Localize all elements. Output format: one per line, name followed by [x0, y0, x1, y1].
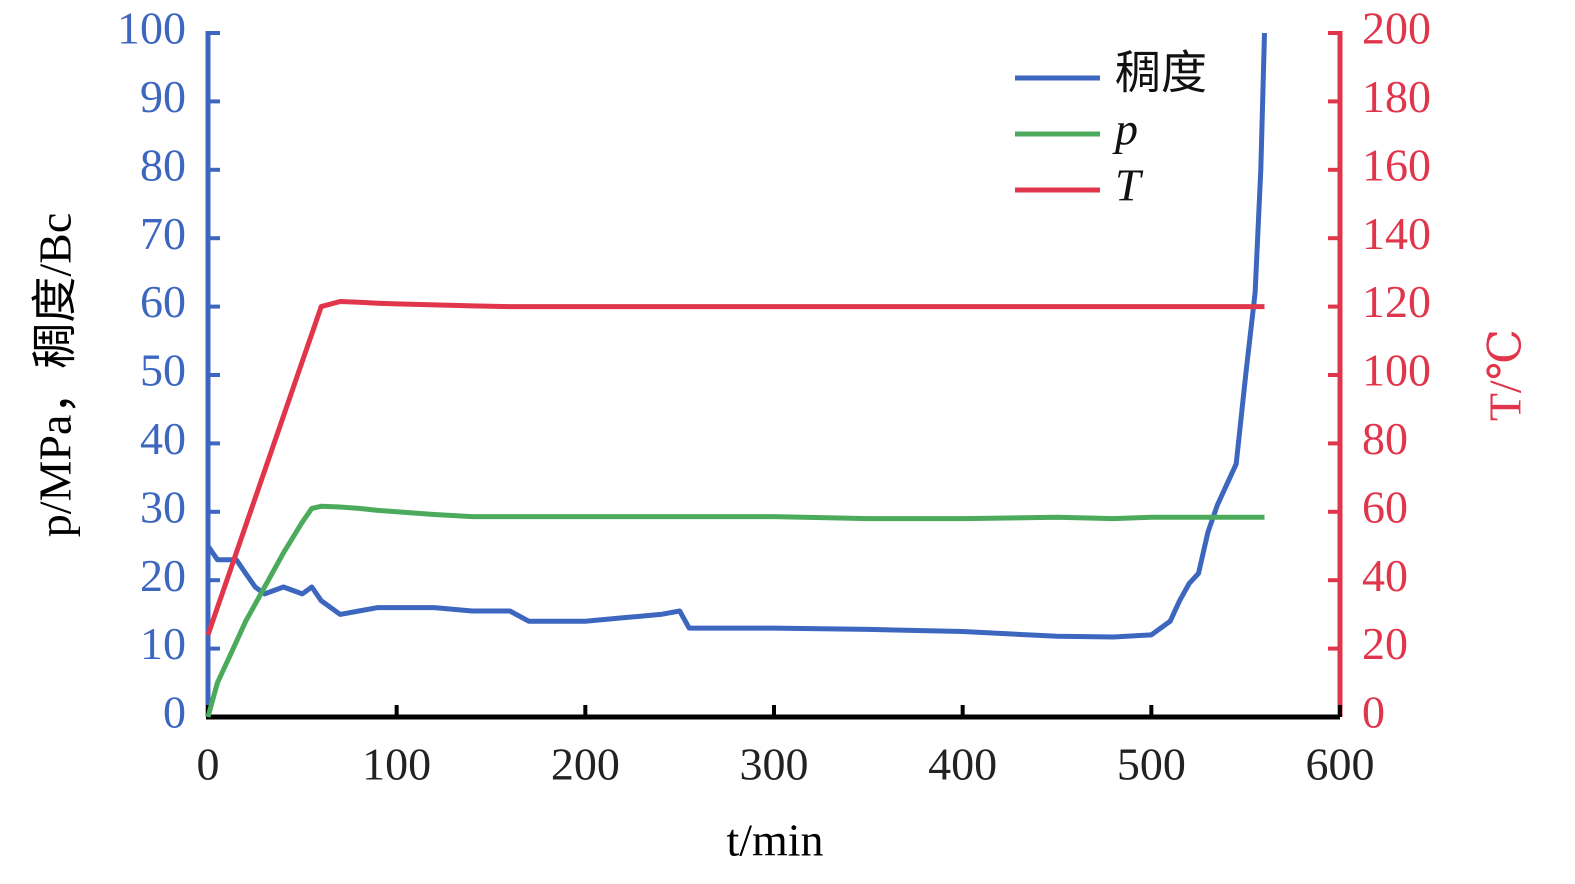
- series-line: [205, 503, 1265, 718]
- x-tick-label: 0: [197, 739, 220, 790]
- y-axis-title: p/MPa，稠度/Bc: [30, 213, 81, 538]
- y-tick-label: 10: [140, 618, 186, 669]
- x-tick-label: 400: [928, 739, 997, 790]
- y-tick-label: 0: [163, 687, 186, 738]
- series-line: [205, 32, 1267, 640]
- y2-tick-label: 20: [1362, 618, 1408, 669]
- y2-tick-label: 140: [1362, 208, 1431, 259]
- y-tick-label: 60: [140, 276, 186, 327]
- x-tick-label: 500: [1117, 739, 1186, 790]
- y-tick-label: 40: [140, 413, 186, 464]
- y-tick-label: 50: [140, 345, 186, 396]
- x-tick-label: 600: [1306, 739, 1375, 790]
- y-tick-label: 30: [140, 481, 186, 532]
- y2-tick-label: 120: [1362, 276, 1431, 327]
- y-tick-label: 90: [140, 71, 186, 122]
- y2-tick-label: 60: [1362, 481, 1408, 532]
- y2-tick-label: 80: [1362, 413, 1408, 464]
- y-tick-label: 100: [117, 3, 186, 54]
- y2-tick-label: 160: [1362, 139, 1431, 190]
- y2-tick-label: 0: [1362, 687, 1385, 738]
- y2-tick-label: 180: [1362, 71, 1431, 122]
- legend-label: p: [1112, 104, 1138, 155]
- x-tick-label: 100: [362, 739, 431, 790]
- y2-axis-title: T/℃: [1480, 329, 1531, 421]
- y2-tick-label: 40: [1362, 550, 1408, 601]
- x-tick-label: 300: [740, 739, 809, 790]
- y2-tick-label: 100: [1362, 345, 1431, 396]
- x-tick-label: 200: [551, 739, 620, 790]
- legend-label: T: [1115, 160, 1144, 211]
- series-line: [205, 299, 1265, 636]
- y-tick-label: 20: [140, 550, 186, 601]
- y2-tick-label: 200: [1362, 3, 1431, 54]
- y-tick-label: 80: [140, 139, 186, 190]
- legend-label: 稠度: [1115, 48, 1207, 99]
- y-tick-label: 70: [140, 208, 186, 259]
- x-axis-title: t/min: [726, 815, 823, 866]
